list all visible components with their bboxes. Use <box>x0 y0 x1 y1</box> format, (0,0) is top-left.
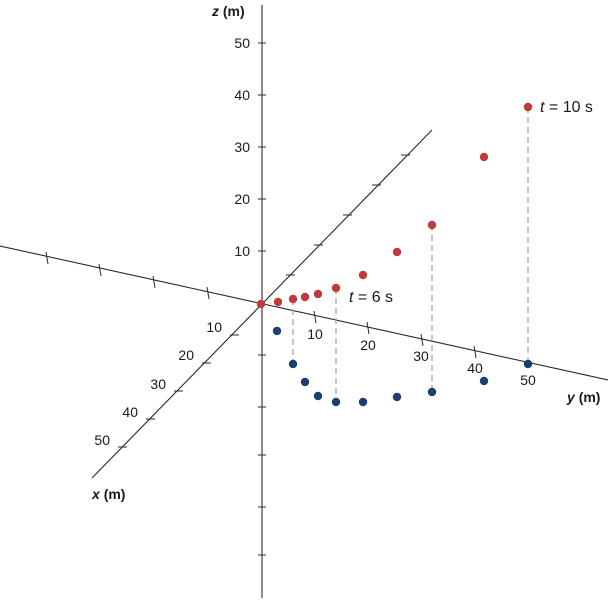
trajectory-point <box>523 102 533 112</box>
x-tick-label: 40 <box>122 404 138 420</box>
y-axis-ticks <box>45 251 477 359</box>
y-tick-label: 40 <box>467 360 483 376</box>
z-axis-ticks <box>258 42 266 556</box>
projection-point <box>427 387 437 397</box>
trajectory-point <box>331 283 341 293</box>
z-tick-label: 20 <box>234 191 250 207</box>
x-tick-label: 10 <box>206 319 222 335</box>
trajectory-point <box>300 292 310 302</box>
x-axis-ticks <box>118 154 410 448</box>
projection-point <box>331 397 341 407</box>
trajectory-point <box>427 220 437 230</box>
projection-point <box>288 359 298 369</box>
time-label-t10: t = 10 s <box>540 99 593 116</box>
trajectory-point <box>256 299 266 309</box>
z-tick-label: 40 <box>234 87 250 103</box>
trajectory-point <box>288 294 298 304</box>
y-tick-label: 10 <box>307 326 323 342</box>
z-tick-label: 30 <box>234 139 250 155</box>
z-axis-title: z (m) <box>211 3 245 19</box>
projection-points <box>272 326 533 407</box>
y-tick-label: 30 <box>413 348 429 364</box>
y-tick-label: 50 <box>520 372 536 388</box>
x-tick-label: 50 <box>94 432 110 448</box>
projection-point <box>300 377 310 387</box>
projection-point <box>523 359 533 369</box>
x-axis-title: x (m) <box>91 486 125 502</box>
projection-point <box>313 391 323 401</box>
z-tick-label: 50 <box>234 35 250 51</box>
projection-point <box>479 376 489 386</box>
time-label-t6: t = 6 s <box>349 289 393 306</box>
projection-point <box>392 392 402 402</box>
projection-point <box>272 326 282 336</box>
x-tick-label: 20 <box>178 347 194 363</box>
y-axis-title: y (m) <box>566 389 600 405</box>
trajectory-point <box>479 152 489 162</box>
z-tick-label: 10 <box>234 243 250 259</box>
trajectory-point <box>313 289 323 299</box>
y-tick-label: 20 <box>360 337 376 353</box>
trajectory-point <box>273 297 283 307</box>
projection-point <box>358 397 368 407</box>
x-tick-label: 30 <box>150 376 166 392</box>
trajectory-point <box>358 270 368 280</box>
y-axis-line <box>0 245 608 381</box>
trajectory-point <box>392 247 402 257</box>
trajectory-points <box>256 102 533 309</box>
